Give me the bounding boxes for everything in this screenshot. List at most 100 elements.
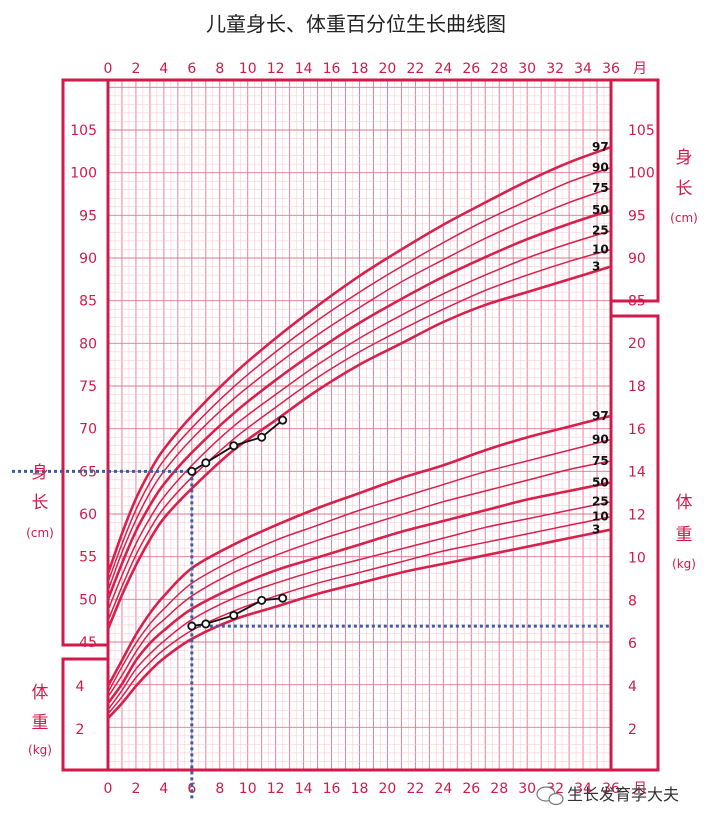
length-percentile-label: 50 xyxy=(592,203,609,217)
child-weight-point xyxy=(278,593,288,603)
x-tick-label-top: 2 xyxy=(131,61,140,77)
length-tick-left: 100 xyxy=(70,166,97,182)
grid xyxy=(107,80,612,771)
child-length-point xyxy=(278,415,288,425)
x-tick-label-bottom: 12 xyxy=(267,781,285,797)
x-tick-label-bottom: 4 xyxy=(159,781,168,797)
guide-lines xyxy=(12,469,611,800)
x-tick-label-top: 10 xyxy=(239,61,257,77)
length-curve-p3 xyxy=(106,265,612,630)
weight-tick-right: 14 xyxy=(628,465,646,481)
length-label-left-1: 身 xyxy=(32,463,49,483)
length-tick-right: 85 xyxy=(628,294,646,310)
x-tick-label-top: 34 xyxy=(574,61,592,77)
length-tick-left: 60 xyxy=(79,507,97,523)
length-percentile-label: 25 xyxy=(592,224,609,238)
x-unit-bottom: 月 xyxy=(633,781,647,797)
length-tick-left: 65 xyxy=(79,464,97,480)
length-percentile-label: 75 xyxy=(592,181,609,195)
child-weight-point xyxy=(257,595,267,605)
child-weight-point xyxy=(201,619,211,629)
watermark-text: 生长发育李大夫 xyxy=(567,785,679,804)
x-tick-label-top: 28 xyxy=(490,61,508,77)
weight-curve-p50 xyxy=(106,481,612,705)
weight-percentile-label: 10 xyxy=(592,510,609,524)
child-weight-point xyxy=(229,610,239,620)
x-tick-label-bottom: 8 xyxy=(215,781,224,797)
x-tick-label-bottom: 26 xyxy=(462,781,480,797)
weight-label-right-1: 体 xyxy=(676,493,693,513)
weight-label-left-1: 体 xyxy=(32,683,49,703)
weight-tick-right: 20 xyxy=(628,336,646,352)
length-tick-right: 95 xyxy=(628,208,646,224)
child-length-point xyxy=(229,441,239,451)
weight-curve-p97 xyxy=(106,414,612,687)
weight-curve-p25 xyxy=(107,500,612,711)
x-tick-label-top: 12 xyxy=(267,61,285,77)
x-tick-label-bottom: 34 xyxy=(574,781,592,797)
x-tick-label-top: 36 xyxy=(602,61,620,77)
x-tick-label-top: 32 xyxy=(546,61,564,77)
length-tick-left: 95 xyxy=(79,208,97,224)
weight-unit-left: (kg) xyxy=(28,743,52,757)
length-curve-p25 xyxy=(107,229,612,611)
plot-border xyxy=(106,78,613,772)
length-curve-p90 xyxy=(107,166,612,583)
x-tick-label-bottom: 22 xyxy=(406,781,424,797)
weight-tick-left: 4 xyxy=(76,679,85,695)
length-axis-box-left xyxy=(61,78,108,647)
length-label-right-1: 身 xyxy=(676,148,693,168)
length-unit-left: (cm) xyxy=(26,526,54,540)
x-tick-label-bottom: 28 xyxy=(490,781,508,797)
weight-unit-right: (kg) xyxy=(672,557,696,571)
tick-labels: 0022446688101012121414161618182020222224… xyxy=(70,61,654,797)
length-tick-left: 85 xyxy=(79,294,97,310)
weight-label-right-2: 重 xyxy=(676,525,693,545)
x-tick-label-bottom: 0 xyxy=(104,781,113,797)
length-percentile-label: 3 xyxy=(592,260,600,274)
weight-curve-p90 xyxy=(107,438,612,693)
wechat-icon xyxy=(536,786,564,806)
weight-tick-right: 16 xyxy=(628,422,646,438)
weight-axis-box-left xyxy=(61,657,108,772)
axis-labels: 身 长 (cm) 身 长 (cm) 体 重 (kg) 体 重 (kg) xyxy=(26,148,698,757)
length-tick-left: 55 xyxy=(79,550,97,566)
chart-frame xyxy=(61,78,660,772)
length-axis-box-right xyxy=(611,78,660,303)
length-curve-p75 xyxy=(107,187,612,592)
x-tick-label-top: 0 xyxy=(104,61,113,77)
x-tick-label-bottom: 2 xyxy=(131,781,140,797)
weight-tick-right: 18 xyxy=(628,379,646,395)
weight-percentile-label: 3 xyxy=(592,523,600,537)
length-tick-left: 75 xyxy=(79,379,97,395)
length-tick-left: 45 xyxy=(79,635,97,651)
length-tick-left: 90 xyxy=(79,251,97,267)
x-tick-label-top: 24 xyxy=(434,61,452,77)
weight-percentile-label: 25 xyxy=(592,495,609,509)
x-tick-label-bottom: 30 xyxy=(518,781,536,797)
x-tick-label-bottom: 14 xyxy=(295,781,313,797)
length-percentile-label: 97 xyxy=(592,140,609,154)
length-unit-right: (cm) xyxy=(670,211,698,225)
length-curve-p50 xyxy=(106,208,612,600)
x-tick-label-top: 4 xyxy=(159,61,168,77)
length-tick-left: 50 xyxy=(79,592,97,608)
child-measurements xyxy=(187,415,288,631)
x-tick-label-top: 26 xyxy=(462,61,480,77)
x-tick-label-top: 22 xyxy=(406,61,424,77)
length-percentile-label: 10 xyxy=(592,242,609,256)
length-tick-right: 100 xyxy=(628,166,655,182)
weight-percentile-label: 97 xyxy=(592,409,609,423)
x-tick-label-top: 6 xyxy=(187,61,196,77)
weight-tick-right: 12 xyxy=(628,508,646,524)
x-tick-label-top: 20 xyxy=(379,61,397,77)
x-tick-label-bottom: 24 xyxy=(434,781,452,797)
weight-axis-box-right xyxy=(611,314,660,772)
child-length-point xyxy=(201,458,211,468)
child-length-point xyxy=(187,466,197,476)
length-tick-left: 80 xyxy=(79,336,97,352)
length-tick-left: 70 xyxy=(79,422,97,438)
length-label-left-2: 长 xyxy=(32,493,49,513)
length-tick-right: 90 xyxy=(628,251,646,267)
